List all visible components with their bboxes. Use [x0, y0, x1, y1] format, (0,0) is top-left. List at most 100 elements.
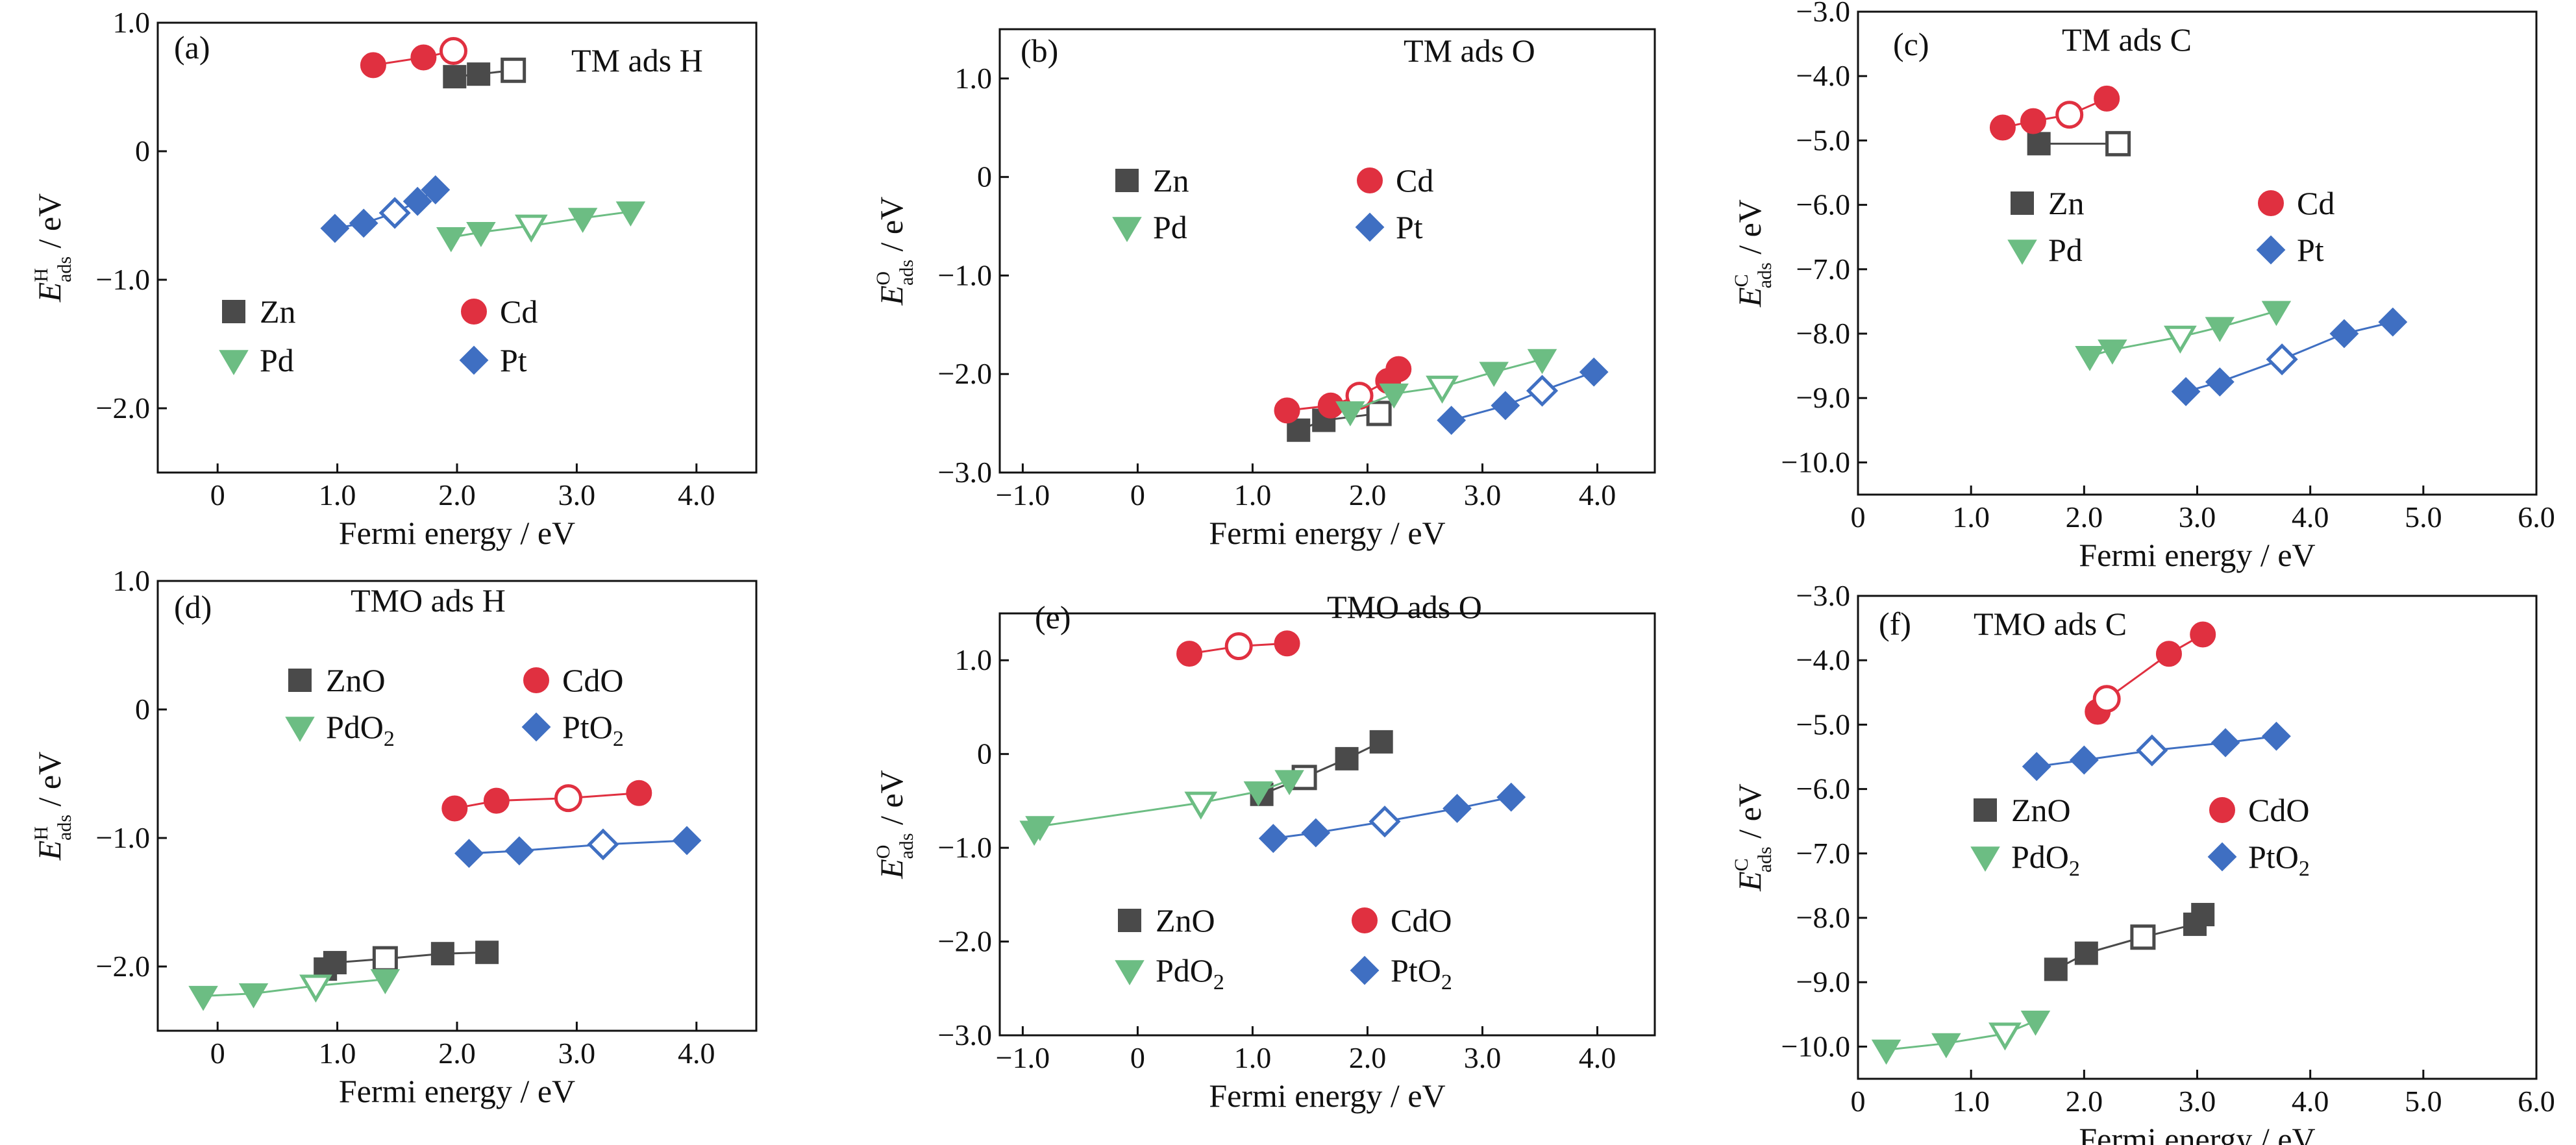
series-PtO2	[2022, 721, 2291, 782]
data-point	[323, 951, 347, 975]
x-tick-label: 3.0	[558, 1037, 596, 1070]
legend-label-text: Pd	[1153, 209, 1187, 245]
x-axis-label: Fermi energy / eV	[1209, 1077, 1445, 1114]
series-Cd	[1989, 85, 2120, 141]
y-tick-label: 1.0	[113, 564, 151, 597]
series-Cd	[360, 37, 467, 79]
x-tick-label: 0	[210, 478, 225, 511]
legend-label-text: Cd	[500, 293, 538, 330]
legend: Zn Cd Pd Pt	[1112, 162, 1433, 245]
data-point	[1025, 816, 1055, 841]
data-point	[1379, 383, 1409, 409]
y-axis-label: EH ads / eV	[31, 752, 75, 861]
data-point	[378, 197, 411, 229]
panel-title: TMO ads O	[1327, 589, 1482, 625]
legend-label-text: Pt	[500, 342, 527, 378]
panel-title: TMO ads H	[351, 582, 506, 619]
data-point	[439, 37, 467, 66]
x-tick-label: 6.0	[2518, 500, 2555, 534]
series-ZnO	[1250, 730, 1393, 806]
data-point	[2055, 101, 2084, 129]
data-point	[466, 222, 496, 247]
data-point	[672, 826, 702, 856]
data-point	[436, 227, 466, 252]
series-Zn	[443, 57, 526, 89]
legend-marker	[219, 350, 249, 375]
series-Pd	[2075, 301, 2292, 371]
data-point	[1184, 791, 1218, 820]
legend-label-text: Zn	[2048, 185, 2085, 221]
y-axis-label-symbol: E	[31, 841, 68, 861]
y-tick-label: −2.0	[938, 925, 992, 958]
legend-label: Zn	[2048, 185, 2085, 221]
x-tick-label: 2.0	[1349, 478, 1387, 511]
y-axis-label-superscript: C	[1731, 274, 1752, 287]
data-point	[2098, 339, 2127, 365]
plot-frame	[156, 21, 758, 474]
x-tick-label: −1.0	[996, 1041, 1050, 1074]
legend-label: Zn	[260, 293, 296, 330]
data-point	[410, 44, 437, 71]
legend-label: Cd	[2297, 185, 2334, 221]
legend-label: Pd	[260, 342, 294, 378]
data-point	[1479, 362, 1509, 388]
data-point	[2190, 621, 2216, 648]
x-tick-label: 1.0	[1234, 1041, 1272, 1074]
y-tick-label: −5.0	[1796, 708, 1850, 741]
y-axis-label-symbol: E	[1731, 287, 1768, 308]
data-point	[1366, 400, 1392, 426]
y-axis-label: EC ads / eV	[1731, 783, 1776, 892]
legend-marker	[1974, 798, 1997, 822]
y-axis-label-superscript: O	[873, 844, 894, 859]
data-point	[2074, 941, 2098, 965]
legend: Zn Cd Pd Pt	[219, 293, 538, 378]
series-PtO2	[454, 826, 702, 868]
y-tick-label: −3.0	[1796, 0, 1850, 28]
data-point	[1443, 794, 1472, 823]
y-tick-label: −10.0	[1781, 1029, 1850, 1063]
data-point	[430, 942, 454, 966]
x-tick-label: 1.0	[1952, 500, 1990, 534]
y-tick-label: −1.0	[96, 821, 150, 854]
data-point	[1301, 818, 1331, 848]
series-CdO	[2085, 621, 2216, 725]
legend-label-text: CdO	[1391, 902, 1452, 939]
data-point	[1871, 1039, 1901, 1065]
data-point	[2027, 132, 2051, 156]
legend-marker	[288, 669, 312, 692]
series-PtO2	[1258, 782, 1526, 854]
x-tick-label: 0	[1130, 1041, 1145, 1074]
data-point	[567, 208, 598, 233]
x-tick-label: 1.0	[1952, 1085, 1990, 1118]
legend-label-text: Pd	[2048, 232, 2083, 268]
y-axis-label-symbol: E	[31, 282, 68, 303]
y-axis-label-subscript: ads	[54, 256, 75, 282]
legend-label-text: PtO	[562, 709, 613, 745]
y-axis-label-unit: / eV	[31, 193, 68, 256]
data-point	[626, 780, 652, 806]
y-tick-label: −10.0	[1781, 445, 1850, 478]
data-point	[454, 839, 484, 868]
data-point	[2044, 957, 2068, 981]
y-tick-label: 0	[977, 737, 992, 770]
data-point	[615, 201, 646, 227]
series-ZnO	[2044, 903, 2215, 981]
panel-title: TM ads H	[571, 42, 703, 79]
legend-label: Pt	[1396, 209, 1423, 245]
series-line	[1451, 371, 1594, 422]
y-axis-label-subscript: ads	[1754, 846, 1776, 872]
data-point	[238, 983, 269, 1009]
legend-marker	[461, 299, 487, 325]
data-point	[370, 969, 401, 994]
panel-label: (f)	[1879, 606, 1911, 642]
x-tick-label: 2.0	[1349, 1041, 1387, 1074]
x-axis-label: Fermi energy / eV	[2079, 537, 2315, 573]
panel-e: −1.0 0 1.0 2.0 3.0 4.0 1.0 0 −1.0 −2.0 −3.0 Fermi e…	[873, 589, 1656, 1114]
legend-label-subscript: 2	[1441, 970, 1452, 994]
legend-label-subscript: 2	[2069, 857, 2080, 881]
data-point	[2020, 1011, 2051, 1036]
data-point	[1274, 770, 1304, 796]
plot-frame	[998, 612, 1656, 1037]
